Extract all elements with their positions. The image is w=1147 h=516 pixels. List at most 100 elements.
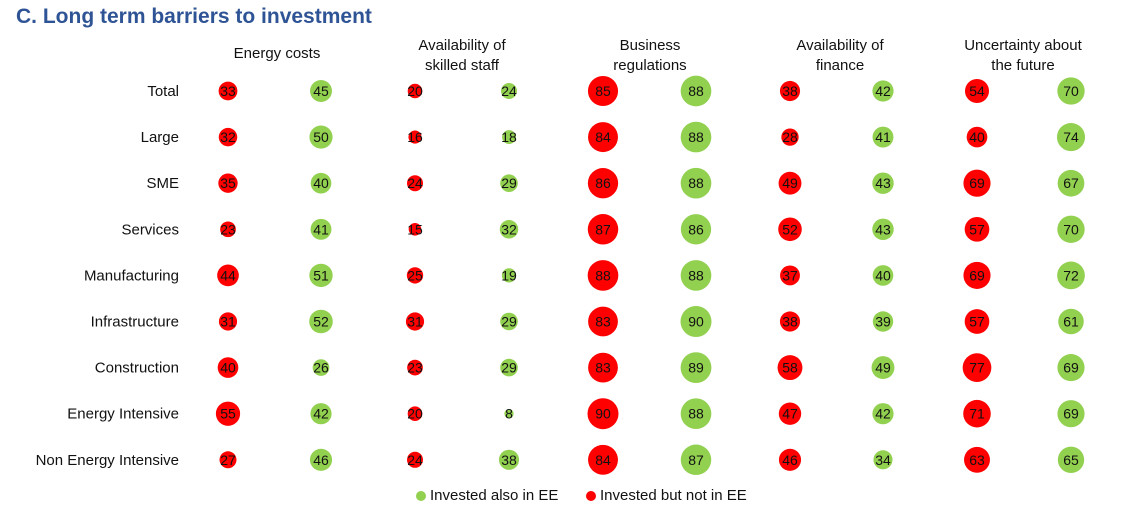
column-header-availability-of-skilled-staff: Availability of skilled staff: [418, 37, 506, 74]
legend-item-invested-not-ee: Invested but not in EE: [586, 487, 747, 504]
bubble-invested-but-not-in-ee-non-energy-intensive-availability-of-skilled-staff: [407, 451, 423, 468]
bubble-label-invested-also-in-ee-construction-availability-of-skilled-staff: 29: [501, 360, 517, 376]
row-label-construction: Construction: [95, 360, 179, 377]
bubble-label-invested-also-in-ee-total-business-regulations: 88: [688, 83, 704, 99]
bubble-label-invested-also-in-ee-total-uncertainty-about-the-future: 70: [1063, 83, 1079, 99]
legend-swatch-green: [416, 490, 426, 501]
bubble-label-invested-but-not-in-ee-construction-availability-of-skilled-staff: 23: [407, 360, 423, 376]
bubble-invested-but-not-in-ee-manufacturing-availability-of-skilled-staff: [406, 267, 424, 284]
bubble-label-invested-but-not-in-ee-large-business-regulations: 84: [595, 129, 611, 145]
bubble-invested-but-not-in-ee-sme-energy-costs: [218, 173, 238, 193]
bubble-label-invested-but-not-in-ee-services-uncertainty-about-the-future: 57: [969, 221, 985, 237]
bubble-invested-but-not-in-ee-infrastructure-availability-of-finance: [779, 311, 801, 332]
bubble-invested-but-not-in-ee-total-energy-costs: [218, 81, 238, 101]
bubble-invested-but-not-in-ee-large-business-regulations: [588, 122, 618, 153]
bubble-label-invested-also-in-ee-non-energy-intensive-uncertainty-about-the-future: 65: [1063, 452, 1079, 468]
bubble-label-invested-but-not-in-ee-energy-intensive-business-regulations: 90: [595, 406, 611, 422]
bubble-label-invested-but-not-in-ee-infrastructure-uncertainty-about-the-future: 57: [969, 314, 985, 330]
bubble-label-invested-but-not-in-ee-services-availability-of-finance: 52: [782, 221, 798, 237]
bubble-label-invested-but-not-in-ee-sme-business-regulations: 86: [595, 175, 611, 191]
bubble-invested-also-in-ee-large-availability-of-skilled-staff: [502, 130, 516, 145]
bubble-label-invested-also-in-ee-large-energy-costs: 50: [313, 129, 329, 145]
column-header-business-regulations: Business regulations: [613, 37, 686, 74]
bubble-invested-also-in-ee-services-availability-of-finance: [872, 218, 894, 241]
bubble-label-invested-also-in-ee-construction-availability-of-finance: 49: [875, 360, 891, 376]
bubble-label-invested-also-in-ee-energy-intensive-uncertainty-about-the-future: 69: [1063, 406, 1079, 422]
bubble-label-invested-but-not-in-ee-energy-intensive-uncertainty-about-the-future: 71: [969, 406, 985, 422]
bubble-label-invested-also-in-ee-services-energy-costs: 41: [313, 221, 329, 237]
bubble-label-invested-also-in-ee-sme-availability-of-finance: 43: [875, 175, 891, 191]
bubble-label-invested-also-in-ee-infrastructure-energy-costs: 52: [313, 314, 329, 330]
bubble-invested-also-in-ee-sme-business-regulations: [680, 167, 712, 199]
bubble-label-invested-also-in-ee-manufacturing-business-regulations: 88: [688, 267, 704, 283]
column-header-availability-of-finance: Availability of finance: [796, 37, 884, 74]
bubble-label-invested-also-in-ee-large-business-regulations: 88: [688, 129, 704, 145]
bubble-invested-but-not-in-ee-sme-availability-of-skilled-staff: [407, 175, 423, 192]
bubble-invested-also-in-ee-construction-energy-costs: [312, 359, 330, 376]
bubble-label-invested-also-in-ee-infrastructure-uncertainty-about-the-future: 61: [1063, 314, 1079, 330]
bubble-label-invested-also-in-ee-construction-business-regulations: 89: [688, 360, 704, 376]
bubble-label-invested-but-not-in-ee-energy-intensive-availability-of-finance: 47: [782, 406, 798, 422]
bubble-label-invested-also-in-ee-large-uncertainty-about-the-future: 74: [1063, 129, 1079, 145]
bubble-invested-but-not-in-ee-construction-availability-of-skilled-staff: [407, 359, 423, 376]
bubble-label-invested-but-not-in-ee-total-availability-of-finance: 38: [782, 83, 798, 99]
bubble-invested-but-not-in-ee-manufacturing-availability-of-finance: [780, 265, 800, 286]
bubble-invested-but-not-in-ee-energy-intensive-business-regulations: [587, 398, 619, 430]
bubble-invested-also-in-ee-sme-availability-of-finance: [872, 172, 894, 194]
bubble-label-invested-also-in-ee-sme-business-regulations: 88: [688, 175, 704, 191]
bubble-label-invested-but-not-in-ee-non-energy-intensive-availability-of-finance: 46: [782, 452, 798, 468]
bubble-invested-but-not-in-ee-infrastructure-business-regulations: [588, 306, 618, 337]
bubble-label-invested-but-not-in-ee-construction-business-regulations: 83: [595, 360, 611, 376]
bubble-invested-also-in-ee-energy-intensive-energy-costs: [310, 403, 332, 425]
bubble-label-invested-also-in-ee-manufacturing-uncertainty-about-the-future: 72: [1063, 267, 1079, 283]
bubble-invested-also-in-ee-large-energy-costs: [309, 125, 333, 149]
legend: Invested also in EE Invested but not in …: [0, 487, 1147, 509]
bubble-invested-but-not-in-ee-construction-energy-costs: [217, 357, 239, 378]
bubble-label-invested-but-not-in-ee-infrastructure-availability-of-skilled-staff: 31: [407, 314, 423, 330]
bubble-label-invested-also-in-ee-large-availability-of-finance: 41: [875, 129, 891, 145]
bubble-label-invested-also-in-ee-manufacturing-availability-of-skilled-staff: 19: [501, 267, 517, 283]
bubble-invested-but-not-in-ee-manufacturing-business-regulations: [587, 260, 619, 291]
bubble-invested-also-in-ee-energy-intensive-business-regulations: [680, 398, 712, 430]
bubble-label-invested-also-in-ee-total-energy-costs: 45: [313, 83, 329, 99]
bubble-invested-also-in-ee-energy-intensive-availability-of-finance: [872, 403, 894, 425]
bubble-invested-also-in-ee-large-availability-of-finance: [872, 126, 894, 148]
bubble-invested-also-in-ee-sme-uncertainty-about-the-future: [1057, 169, 1085, 197]
bubble-label-invested-also-in-ee-total-availability-of-skilled-staff: 24: [501, 83, 517, 99]
bubble-invested-also-in-ee-construction-business-regulations: [680, 352, 712, 384]
bubble-label-invested-also-in-ee-large-availability-of-skilled-staff: 18: [501, 129, 517, 145]
bubble-invested-also-in-ee-energy-intensive-uncertainty-about-the-future: [1057, 400, 1085, 428]
bubble-label-invested-but-not-in-ee-sme-energy-costs: 35: [220, 175, 236, 191]
bubble-invested-but-not-in-ee-services-availability-of-finance: [778, 217, 802, 242]
bubble-invested-but-not-in-ee-infrastructure-availability-of-skilled-staff: [405, 312, 425, 331]
bubble-invested-also-in-ee-infrastructure-availability-of-finance: [872, 311, 894, 332]
bubble-invested-also-in-ee-non-energy-intensive-business-regulations: [680, 444, 712, 476]
bubble-label-invested-but-not-in-ee-construction-availability-of-finance: 58: [782, 360, 798, 376]
bubble-label-invested-also-in-ee-services-uncertainty-about-the-future: 70: [1063, 221, 1079, 237]
bubble-label-invested-but-not-in-ee-total-business-regulations: 85: [595, 83, 611, 99]
bubble-invested-also-in-ee-infrastructure-availability-of-skilled-staff: [500, 312, 518, 331]
bubble-invested-but-not-in-ee-services-business-regulations: [587, 214, 619, 245]
bubble-label-invested-also-in-ee-non-energy-intensive-energy-costs: 46: [313, 452, 329, 468]
bubble-invested-but-not-in-ee-total-availability-of-skilled-staff: [407, 83, 423, 99]
bubble-label-invested-but-not-in-ee-infrastructure-availability-of-finance: 38: [782, 314, 798, 330]
bubble-invested-but-not-in-ee-manufacturing-uncertainty-about-the-future: [963, 261, 991, 289]
bubble-invested-but-not-in-ee-large-energy-costs: [218, 127, 238, 147]
bubble-invested-but-not-in-ee-total-business-regulations: [587, 75, 619, 107]
bubble-invested-but-not-in-ee-construction-uncertainty-about-the-future: [962, 353, 992, 382]
bubble-invested-but-not-in-ee-infrastructure-energy-costs: [218, 312, 238, 331]
bubble-label-invested-but-not-in-ee-construction-uncertainty-about-the-future: 77: [969, 360, 985, 376]
legend-label: Invested also in EE: [430, 487, 559, 504]
bubble-invested-also-in-ee-non-energy-intensive-uncertainty-about-the-future: [1057, 446, 1085, 473]
bubble-invested-but-not-in-ee-total-uncertainty-about-the-future: [964, 78, 990, 104]
bubble-invested-also-in-ee-non-energy-intensive-availability-of-skilled-staff: [498, 449, 520, 470]
bubble-label-invested-also-in-ee-energy-intensive-business-regulations: 88: [688, 406, 704, 422]
bubble-label-invested-also-in-ee-services-availability-of-finance: 43: [875, 221, 891, 237]
legend-item-invested-also-ee: Invested also in EE: [416, 487, 558, 504]
row-label-sme: SME: [146, 175, 179, 192]
row-label-manufacturing: Manufacturing: [84, 267, 179, 284]
bubble-label-invested-also-in-ee-total-availability-of-finance: 42: [875, 83, 891, 99]
bubble-invested-but-not-in-ee-total-availability-of-finance: [779, 80, 801, 102]
row-label-infrastructure: Infrastructure: [91, 314, 179, 331]
bubble-invested-also-in-ee-non-energy-intensive-availability-of-finance: [873, 450, 893, 470]
